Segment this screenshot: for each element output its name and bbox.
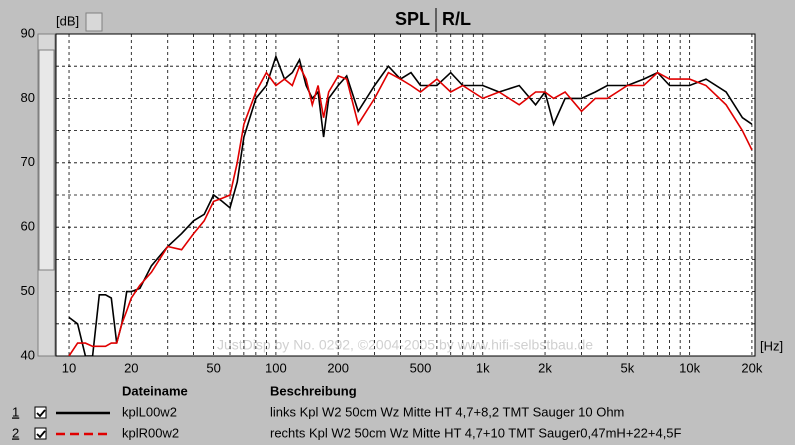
- y-tick-label: 70: [21, 154, 35, 169]
- y-tick-label: 90: [21, 25, 35, 40]
- legend-description: links Kpl W2 50cm Wz Mitte HT 4,7+8,2 TM…: [270, 404, 624, 419]
- x-tick-label: 500: [410, 360, 432, 375]
- x-tick-label: 20: [124, 360, 138, 375]
- legend-checkbox[interactable]: [34, 406, 47, 419]
- x-tick-label: 1k: [476, 360, 490, 375]
- x-tick-label: 2k: [538, 360, 552, 375]
- legend-header: Dateiname: [122, 383, 188, 398]
- x-tick-label: 10k: [679, 360, 700, 375]
- x-tick-label: 50: [206, 360, 220, 375]
- x-axis-label: [Hz]: [760, 338, 783, 353]
- x-tick-label: 20k: [741, 360, 762, 375]
- chart-subtitle: R/L: [442, 9, 471, 29]
- legend-index: 1: [12, 404, 19, 419]
- legend-checkbox[interactable]: [34, 427, 47, 440]
- watermark: JustDisp by No. 0292, ©2004-2005 by www.…: [217, 337, 593, 353]
- x-tick-label: 100: [265, 360, 287, 375]
- spinner[interactable]: [85, 12, 103, 32]
- series-line: [68, 54, 753, 356]
- x-tick-label: 5k: [620, 360, 634, 375]
- series-line: [68, 64, 753, 356]
- legend-check: [36, 430, 46, 439]
- legend-name: kplR00w2: [122, 425, 179, 440]
- y-axis-label: [dB]: [56, 13, 79, 28]
- chart-title: SPL: [395, 9, 430, 29]
- legend-description: rechts Kpl W2 50cm Wz Mitte HT 4,7+10 TM…: [270, 425, 682, 440]
- y-tick-label: 80: [21, 90, 35, 105]
- scrollbar-thumb[interactable]: [38, 49, 55, 271]
- legend-index: 2: [12, 425, 19, 440]
- legend-name: kplL00w2: [122, 404, 177, 419]
- legend-check: [36, 409, 46, 418]
- legend-header: Beschreibung: [270, 383, 357, 398]
- x-tick-label: 10: [62, 360, 76, 375]
- x-tick-label: 200: [327, 360, 349, 375]
- y-tick-label: 40: [21, 347, 35, 362]
- y-tick-label: 60: [21, 219, 35, 234]
- y-tick-label: 50: [21, 283, 35, 298]
